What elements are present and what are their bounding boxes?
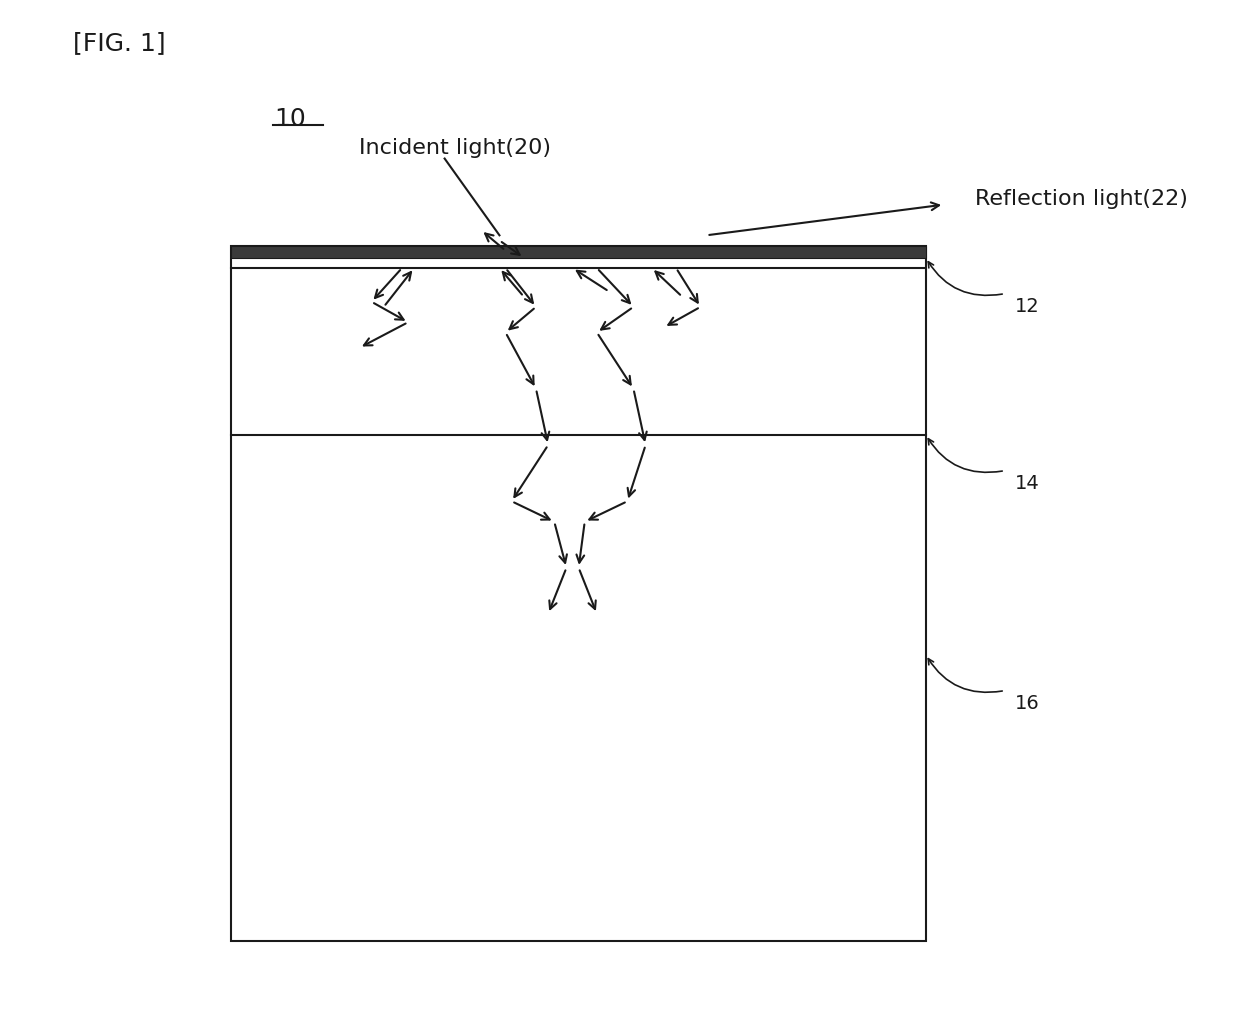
Bar (232, 246, 926, 941)
Text: Reflection light(22): Reflection light(22) (975, 189, 1187, 210)
Text: 10: 10 (274, 107, 306, 131)
Text: 14: 14 (1015, 475, 1040, 493)
Text: 16: 16 (1015, 695, 1040, 713)
Text: [FIG. 1]: [FIG. 1] (73, 31, 166, 54)
Text: 12: 12 (1015, 298, 1040, 316)
Text: Incident light(20): Incident light(20) (359, 138, 551, 159)
Bar (232, 246, 926, 258)
